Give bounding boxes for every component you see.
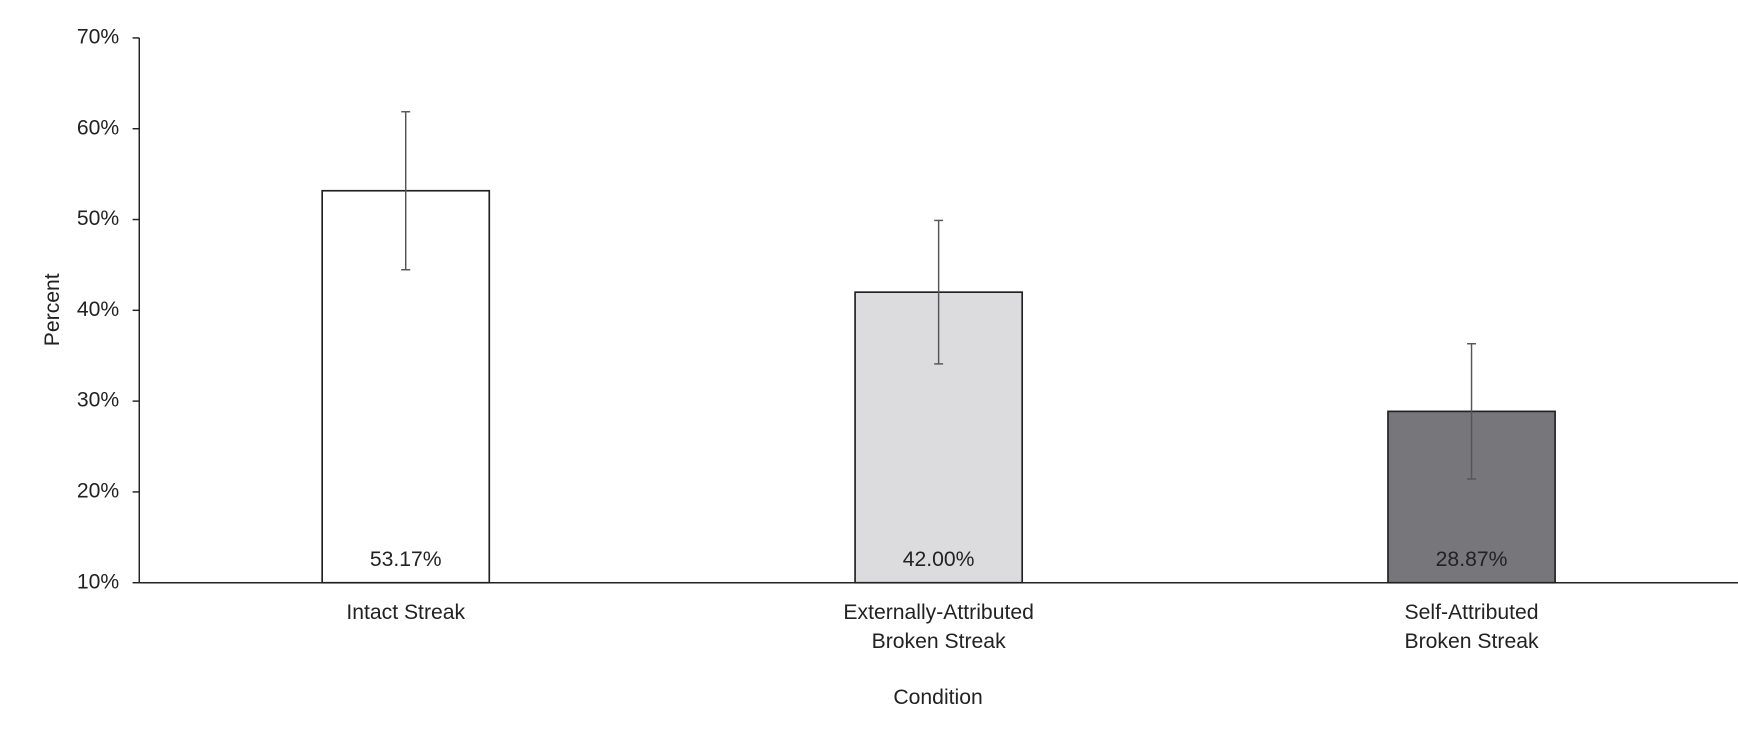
x-tick-label-line: Broken Streak <box>872 629 1006 652</box>
y-tick-label: 60% <box>77 116 120 139</box>
y-tick-label: 10% <box>77 570 120 593</box>
y-tick-label: 50% <box>77 207 120 230</box>
y-tick-label: 70% <box>77 26 120 49</box>
error-bar <box>401 111 411 271</box>
x-tick-label: Intact Streak <box>346 600 465 623</box>
value-label: 42.00% <box>903 548 975 571</box>
y-axis-title: Percent <box>41 273 64 346</box>
error-bar <box>934 219 944 365</box>
error-bar <box>1467 343 1477 480</box>
y-tick-label: 30% <box>77 389 120 412</box>
x-tick-label-line: Broken Streak <box>1405 629 1539 652</box>
x-tick-label-line: Externally-Attributed <box>843 600 1034 623</box>
x-tick-label-line: Self-Attributed <box>1405 600 1539 623</box>
x-tick-label: Externally-Attributed Broken Streak <box>843 600 1034 652</box>
value-label: 28.87% <box>1436 548 1508 571</box>
x-axis-title: Condition <box>893 686 982 709</box>
x-tick-label-line: Intact Streak <box>346 600 465 623</box>
x-tick-label: Self-Attributed Broken Streak <box>1405 600 1539 652</box>
value-label: 53.17% <box>370 548 442 571</box>
y-tick-label: 40% <box>77 298 120 321</box>
y-tick-label: 20% <box>77 480 120 503</box>
